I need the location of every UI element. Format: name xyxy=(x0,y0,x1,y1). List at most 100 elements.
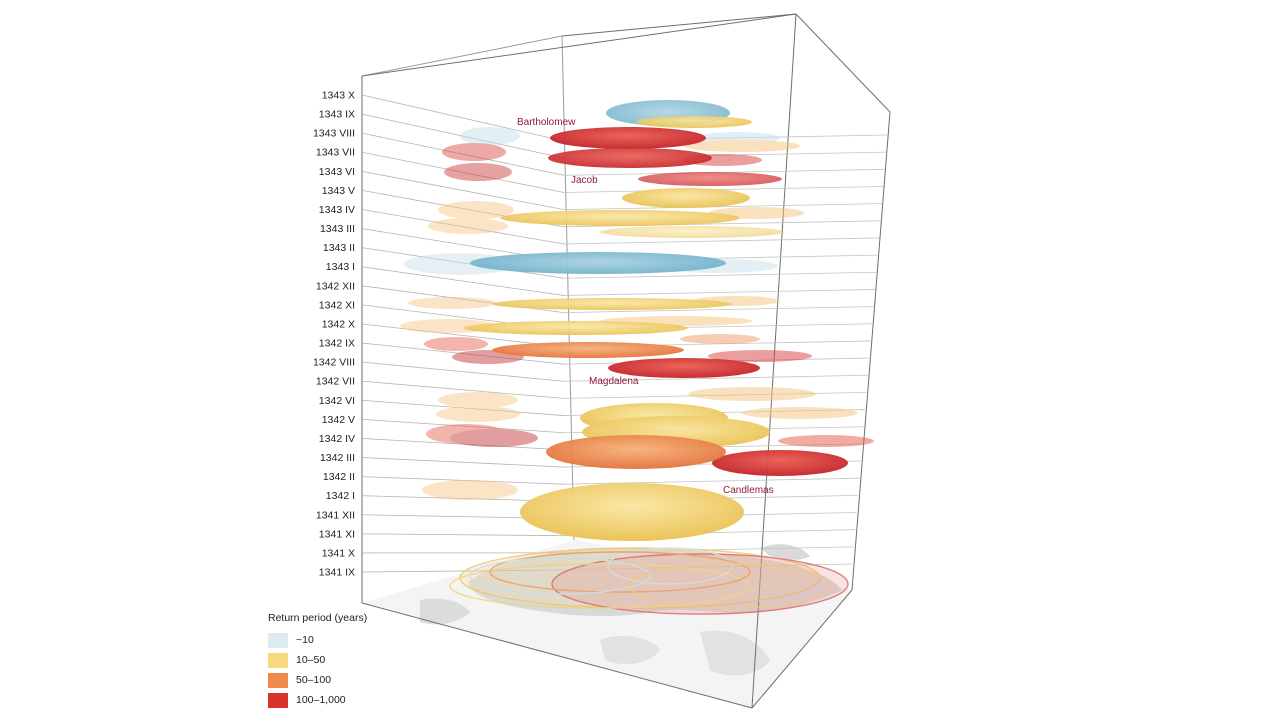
month-axis-label: 1342 XII xyxy=(316,280,355,292)
wall-ellipse xyxy=(436,406,520,422)
legend-swatch xyxy=(268,652,288,668)
month-ellipse xyxy=(492,342,684,358)
month-axis-label: 1342 VII xyxy=(316,376,355,388)
month-axis-label: 1342 II xyxy=(323,471,355,483)
month-axis-label: 1342 IX xyxy=(319,338,355,350)
month-ellipse xyxy=(500,210,740,226)
month-axis-label: 1342 IV xyxy=(319,433,355,445)
month-gridline xyxy=(563,237,880,245)
month-gridline xyxy=(361,113,565,159)
month-axis-label: 1343 VII xyxy=(316,147,355,159)
month-gridline xyxy=(563,186,884,193)
legend-title: Return period (years) xyxy=(268,612,368,624)
month-axis-label: 1341 X xyxy=(322,547,355,559)
month-ellipse xyxy=(600,226,784,238)
floor-outline xyxy=(551,553,849,615)
legend-entry: 50–100 xyxy=(268,670,428,690)
month-axis-label: 1343 III xyxy=(320,223,355,235)
legend-swatch xyxy=(268,692,288,708)
event-annotation: Jacob xyxy=(571,175,598,186)
month-gridline xyxy=(361,342,565,365)
wall-ellipse xyxy=(422,480,518,500)
month-gridline xyxy=(361,361,565,382)
month-axis-label: 1343 V xyxy=(322,185,355,197)
month-axis-label: 1343 X xyxy=(322,90,355,102)
event-annotation: Candlemas xyxy=(723,485,774,496)
month-ellipse xyxy=(622,188,750,208)
month-ellipse xyxy=(548,148,712,168)
month-gridline xyxy=(361,380,565,399)
wall-ellipse xyxy=(688,387,816,401)
wall-ellipse xyxy=(450,429,538,447)
month-ellipse xyxy=(638,172,782,186)
month-axis-label: 1343 IX xyxy=(319,109,355,121)
month-gridline xyxy=(361,533,565,537)
floor-outline xyxy=(449,563,751,609)
month-gridline xyxy=(361,209,565,245)
month-ellipse xyxy=(492,298,732,310)
month-axis-label: 1342 V xyxy=(322,414,355,426)
month-gridline xyxy=(361,247,565,279)
month-gridline xyxy=(361,399,565,416)
month-ellipse xyxy=(550,127,706,149)
month-gridline xyxy=(361,457,565,468)
legend-entry: ~10 xyxy=(268,630,428,650)
month-gridline xyxy=(361,132,565,176)
wall-ellipse xyxy=(742,407,858,419)
event-annotation: Magdalena xyxy=(589,376,639,387)
month-axis-label: 1343 VI xyxy=(319,166,355,178)
legend-swatch xyxy=(268,672,288,688)
legend-entry: 100–1,000 xyxy=(268,690,428,710)
month-axis-label: 1341 IX xyxy=(319,567,355,579)
wall-ellipse xyxy=(438,201,514,219)
month-axis-labels: 1343 X 1343 IX 1343 VIII 1343 VII 1343 VI 134… xyxy=(313,90,355,579)
month-axis-label: 1342 XI xyxy=(319,299,355,311)
month-ellipse xyxy=(520,483,744,541)
wall-ellipse xyxy=(426,424,506,444)
month-axis-label: 1341 XII xyxy=(316,509,355,521)
month-axis-label: 1342 I xyxy=(326,490,355,502)
month-axis-label: 1342 VI xyxy=(319,395,355,407)
month-axis-label: 1343 IV xyxy=(319,204,355,216)
legend-items: ~10 10–50 50–100 100–1,000 xyxy=(268,630,428,710)
month-gridline xyxy=(361,323,565,348)
month-axis-label: 1342 III xyxy=(320,452,355,464)
legend-label: 100–1,000 xyxy=(296,694,346,706)
month-axis-label: 1341 XI xyxy=(319,528,355,540)
month-ellipse xyxy=(712,450,848,476)
wall-ellipse xyxy=(680,334,760,344)
wall-ellipse xyxy=(444,163,512,181)
month-gridline xyxy=(563,289,876,296)
wall-ellipse xyxy=(424,337,488,351)
month-gridline xyxy=(361,94,565,142)
month-gridline xyxy=(361,569,565,573)
box-frame xyxy=(361,13,891,709)
legend-label: 50–100 xyxy=(296,674,332,686)
legend-entry: 10–50 xyxy=(268,650,428,670)
month-gridline xyxy=(563,477,860,485)
wall-ellipse xyxy=(408,297,496,309)
wall-ellipse xyxy=(708,350,812,362)
month-axis-label: 1343 II xyxy=(323,242,355,254)
wall-ellipse xyxy=(438,392,518,408)
wall-ellipse xyxy=(684,140,800,152)
event-annotation: Bartholomew xyxy=(517,117,576,128)
month-axis-label: 1343 I xyxy=(326,261,355,273)
month-ellipse xyxy=(636,116,752,128)
month-axis-label: 1342 X xyxy=(322,318,355,330)
month-axis-label: 1342 VIII xyxy=(313,357,355,369)
month-gridline xyxy=(361,418,565,434)
legend-label: ~10 xyxy=(296,634,314,646)
month-gridline xyxy=(361,151,565,193)
floor-outline xyxy=(607,547,733,585)
legend-label: 10–50 xyxy=(296,654,326,666)
wall-ellipse xyxy=(442,143,506,161)
month-gridline xyxy=(361,438,565,451)
wall-ellipse xyxy=(778,435,874,447)
month-gridline xyxy=(563,374,868,382)
floor-outline xyxy=(469,557,651,595)
month-gridline xyxy=(563,271,877,279)
wall-ellipse xyxy=(460,127,520,145)
event-annotations: Bartholomew Jacob Magdalena Candlemas xyxy=(517,117,774,496)
